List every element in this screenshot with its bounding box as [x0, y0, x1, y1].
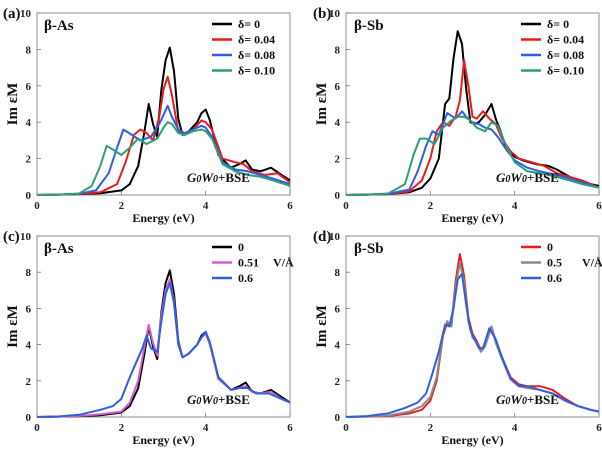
y-tick-label: 2 [26, 376, 32, 388]
legend-label: δ= 0 [238, 17, 260, 31]
panel-label: (c) [3, 229, 20, 245]
y-tick-label: 10 [329, 231, 341, 243]
y-tick-label: 10 [20, 8, 32, 20]
y-tick-label: 4 [26, 340, 32, 352]
legend-label: δ= 0.04 [238, 33, 275, 47]
x-tick-label: 4 [512, 200, 518, 212]
legend-label: 0.6 [238, 271, 253, 285]
y-tick-label: 2 [335, 154, 341, 166]
series-line-2 [345, 262, 600, 418]
x-tick-label: 6 [287, 422, 293, 434]
series-line-4 [345, 115, 600, 196]
plot-frame [36, 12, 291, 196]
plot-frame [36, 235, 291, 418]
method-annotation: G0W0+BSE [187, 392, 250, 407]
y-axis-label: Im εM [5, 83, 21, 126]
legend-label: δ= 0.10 [238, 64, 275, 78]
y-tick-label: 2 [335, 376, 341, 388]
y-tick-label: 8 [335, 44, 341, 56]
panel-c: 0 2 4 6 8 10 0 2 4 6 Energy (eV) Im εM (c) β-As 0 0.510… [3, 229, 294, 447]
y-tick-label: 0 [335, 412, 341, 424]
panel-label: (b) [313, 6, 331, 22]
panel-title: β-Sb [354, 241, 384, 257]
panel-title: β-As [44, 18, 74, 34]
series-line-3 [36, 104, 291, 196]
legend-label: δ= 0.08 [238, 48, 275, 62]
series-line-3 [345, 273, 600, 418]
panel-title: β-Sb [354, 18, 384, 34]
panel-label: (d) [313, 229, 331, 245]
x-axis-label: Energy (eV) [441, 211, 503, 225]
y-tick-label: 8 [335, 267, 341, 279]
y-tick-label: 4 [26, 117, 32, 129]
legend-label: 0.51 [238, 256, 259, 270]
x-tick-label: 0 [343, 200, 349, 212]
series-line-2 [345, 59, 600, 196]
legend-label: 0 [238, 240, 244, 254]
series-line-3 [36, 282, 291, 418]
panel-d: 0 2 4 6 8 10 0 2 4 6 Energy (eV) Im εM (d) β-Sb 0 0.50.… [313, 229, 602, 447]
series-line-4 [36, 121, 291, 196]
x-tick-label: 0 [34, 200, 40, 212]
x-tick-label: 0 [343, 422, 349, 434]
y-tick-label: 0 [26, 412, 32, 424]
method-annotation: G0W0+BSE [496, 392, 559, 407]
y-tick-label: 2 [26, 154, 32, 166]
y-tick-label: 6 [335, 303, 341, 315]
legend-label: δ= 0.08 [547, 48, 584, 62]
legend-label: δ= 0.04 [547, 33, 584, 47]
y-tick-label: 6 [335, 81, 341, 93]
legend-label: 0.6 [547, 271, 562, 285]
legend-label: δ= 0.10 [547, 64, 584, 78]
x-axis-label: Energy (eV) [132, 433, 194, 447]
x-axis-label: Energy (eV) [441, 433, 503, 447]
y-axis-label: Im εM [314, 83, 330, 126]
method-annotation: G0W0+BSE [187, 170, 250, 185]
y-tick-label: 8 [26, 44, 32, 56]
panel-label: (a) [3, 6, 21, 22]
legend-label: 0.5 [547, 256, 562, 270]
method-annotation: G0W0+BSE [496, 170, 559, 185]
y-tick-label: 10 [329, 8, 341, 20]
y-tick-label: 6 [26, 303, 32, 315]
y-tick-label: 10 [20, 231, 32, 243]
series-line-1 [36, 46, 291, 196]
x-tick-label: 4 [512, 422, 518, 434]
y-tick-label: 6 [26, 81, 32, 93]
x-tick-label: 2 [428, 422, 434, 434]
x-tick-label: 4 [203, 200, 209, 212]
x-tick-label: 0 [34, 422, 40, 434]
x-tick-label: 6 [596, 422, 602, 434]
legend-label: δ= 0 [547, 17, 569, 31]
x-tick-label: 2 [119, 200, 125, 212]
legend-label: 0 [547, 240, 553, 254]
panel-b: 0 2 4 6 8 10 0 2 4 6 Energy (eV) Im εM (b) β-Sb δ= 0 δ=… [313, 6, 602, 225]
y-tick-label: 4 [335, 117, 341, 129]
y-tick-label: 4 [335, 340, 341, 352]
panel-title: β-As [44, 241, 74, 257]
legend-unit: V/Å [273, 256, 294, 270]
legend-unit: V/Å [582, 256, 602, 270]
x-tick-label: 4 [203, 422, 209, 434]
y-tick-label: 0 [335, 190, 341, 202]
series-line-1 [36, 269, 291, 418]
plot-frame [345, 235, 600, 418]
series-line-2 [36, 75, 291, 196]
panel-a: 0 2 4 6 8 10 0 2 4 6 Energy (eV) Im εM (a) β-As δ= 0 δ=… [3, 6, 293, 225]
y-tick-label: 8 [26, 267, 32, 279]
x-tick-label: 2 [119, 422, 125, 434]
x-tick-label: 6 [596, 200, 602, 212]
x-axis-label: Energy (eV) [132, 211, 194, 225]
x-tick-label: 6 [287, 200, 293, 212]
y-axis-label: Im εM [314, 305, 330, 348]
x-tick-label: 2 [428, 200, 434, 212]
y-axis-label: Im εM [5, 305, 21, 348]
series-line-2 [36, 278, 291, 418]
plot-frame [345, 12, 600, 196]
y-tick-label: 0 [26, 190, 32, 202]
